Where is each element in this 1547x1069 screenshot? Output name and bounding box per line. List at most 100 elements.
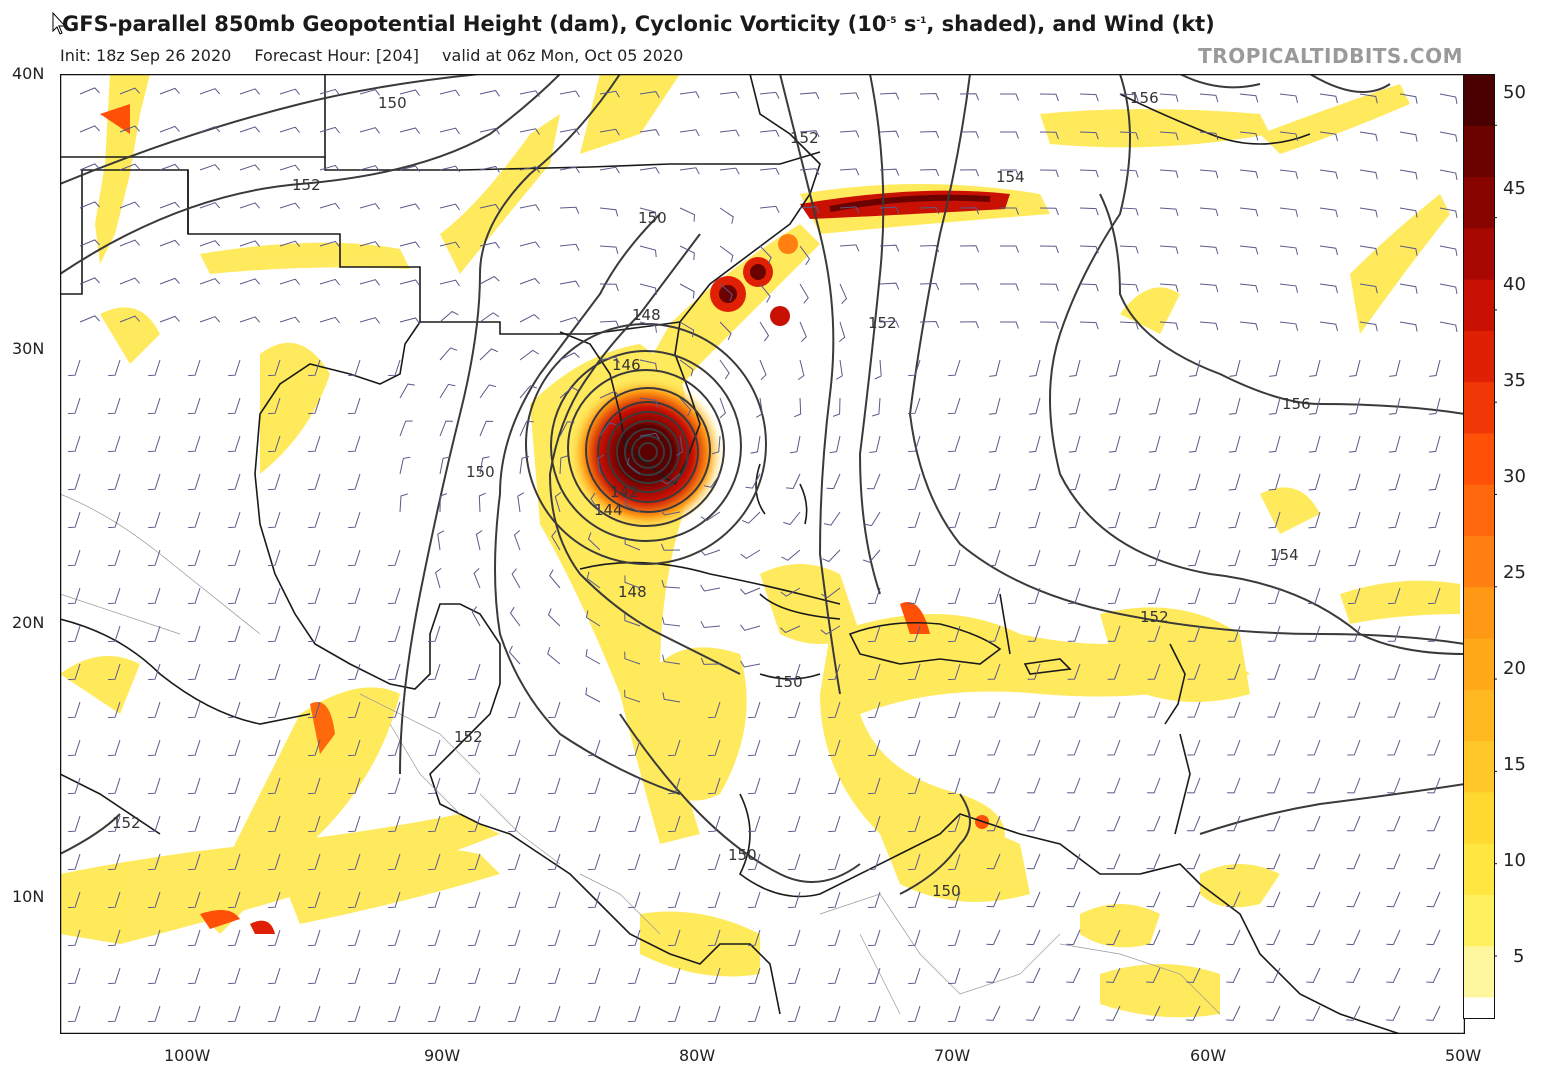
wind-barb [1359, 283, 1378, 294]
wind-barb [519, 166, 540, 173]
wind-barb [479, 420, 494, 437]
wind-barb [1279, 245, 1299, 255]
wind-barb [228, 473, 241, 491]
wind-barb [908, 967, 921, 985]
wind-barb [986, 853, 1001, 870]
wind-barb [1187, 701, 1201, 718]
wind-barb [1226, 967, 1241, 984]
wind-barb [879, 92, 900, 100]
wind-barb [1079, 245, 1099, 254]
wind-barb [1426, 891, 1441, 908]
wind-barb [1039, 131, 1059, 140]
wind-barb [508, 967, 521, 985]
wind-barb [586, 571, 601, 589]
colorbar-segment [1463, 689, 1495, 742]
wind-barb [799, 321, 807, 342]
wind-barb [987, 663, 1001, 680]
init-time: Init: 18z Sep 26 2020 [60, 46, 232, 65]
wind-barb [1106, 815, 1121, 832]
wind-barb [159, 315, 180, 323]
wind-barb [199, 126, 221, 133]
wind-barb [1319, 131, 1338, 142]
wind-barb [1319, 93, 1338, 104]
wind-barb [348, 891, 361, 909]
wind-barb [748, 815, 761, 833]
colorbar-label: 30 [1503, 466, 1526, 487]
wind-barb [868, 853, 881, 871]
contour-label: 148 [618, 583, 647, 601]
wind-barb [987, 739, 1001, 756]
wind-barb [788, 1005, 801, 1023]
wind-barb [959, 131, 980, 139]
wind-barb [548, 777, 561, 795]
wind-barb [1039, 283, 1059, 292]
wind-barb [1107, 625, 1121, 642]
wind-barb [599, 422, 617, 437]
wind-barb [708, 967, 721, 985]
wind-barb [108, 625, 121, 643]
contour-label: 148 [632, 306, 661, 324]
wind-barb [959, 207, 980, 215]
wind-barb [1079, 283, 1099, 292]
wind-barb [624, 689, 641, 703]
wind-barb [679, 129, 700, 137]
wind-barb [679, 397, 692, 417]
wind-barb [823, 511, 841, 526]
wind-barb [228, 549, 241, 567]
wind-barb [820, 625, 841, 635]
colorbar-label: 40 [1503, 274, 1526, 295]
wind-barb [308, 359, 321, 377]
wind-barb [268, 929, 281, 947]
wind-barb [348, 967, 361, 985]
wind-barb [119, 239, 140, 247]
wind-barb [661, 617, 681, 627]
wind-barb [508, 853, 521, 871]
wind-barb [1226, 1005, 1241, 1021]
wind-barb [228, 815, 241, 833]
wind-barb [348, 777, 361, 795]
wind-barb [1359, 131, 1378, 142]
colorbar-segment [1463, 740, 1495, 793]
wind-barb [308, 473, 321, 491]
wind-barb [559, 90, 580, 98]
wind-barb [828, 929, 841, 947]
wind-barb [108, 663, 121, 681]
wind-barb [626, 457, 641, 475]
wind-barb [468, 815, 481, 833]
wind-barb [1148, 511, 1161, 529]
colorbar-segment [1463, 945, 1495, 998]
contour-label: 150 [638, 209, 667, 227]
wind-barb [188, 815, 201, 833]
wind-barb [1026, 967, 1041, 984]
wind-barb [1119, 245, 1139, 254]
wind-barb [239, 202, 260, 209]
wind-barb [908, 587, 921, 605]
wind-barb [308, 777, 321, 795]
wind-barb [1386, 891, 1401, 908]
wind-barb [268, 625, 281, 643]
wind-barb [268, 663, 281, 681]
wind-barb [879, 130, 900, 138]
wind-barb [668, 739, 681, 757]
wind-barb [1439, 169, 1458, 180]
colorbar-label: 10 [1503, 850, 1526, 871]
wind-barb [1428, 435, 1441, 453]
wind-barb [559, 166, 580, 174]
wind-barb [1269, 359, 1281, 377]
wind-barb [908, 701, 921, 719]
wind-barb [428, 777, 441, 795]
wind-barb [1387, 701, 1401, 718]
wind-barb [1227, 587, 1241, 605]
wind-barb [1268, 511, 1281, 529]
wind-barb [279, 126, 300, 133]
wind-barb [1039, 207, 1059, 216]
admin-borders [60, 493, 1221, 1015]
wind-barb [1427, 625, 1441, 642]
lon-label-80w: 80W [679, 1046, 716, 1065]
wind-barb [108, 435, 121, 453]
wind-barb [1307, 777, 1321, 794]
colorbar-segment [1463, 894, 1495, 947]
colorbar-label: 35 [1503, 370, 1526, 391]
wind-barb [148, 397, 161, 415]
wind-barb [959, 245, 980, 253]
